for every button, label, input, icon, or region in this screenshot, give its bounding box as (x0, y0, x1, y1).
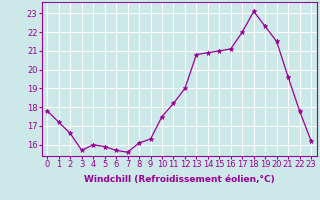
X-axis label: Windchill (Refroidissement éolien,°C): Windchill (Refroidissement éolien,°C) (84, 175, 275, 184)
